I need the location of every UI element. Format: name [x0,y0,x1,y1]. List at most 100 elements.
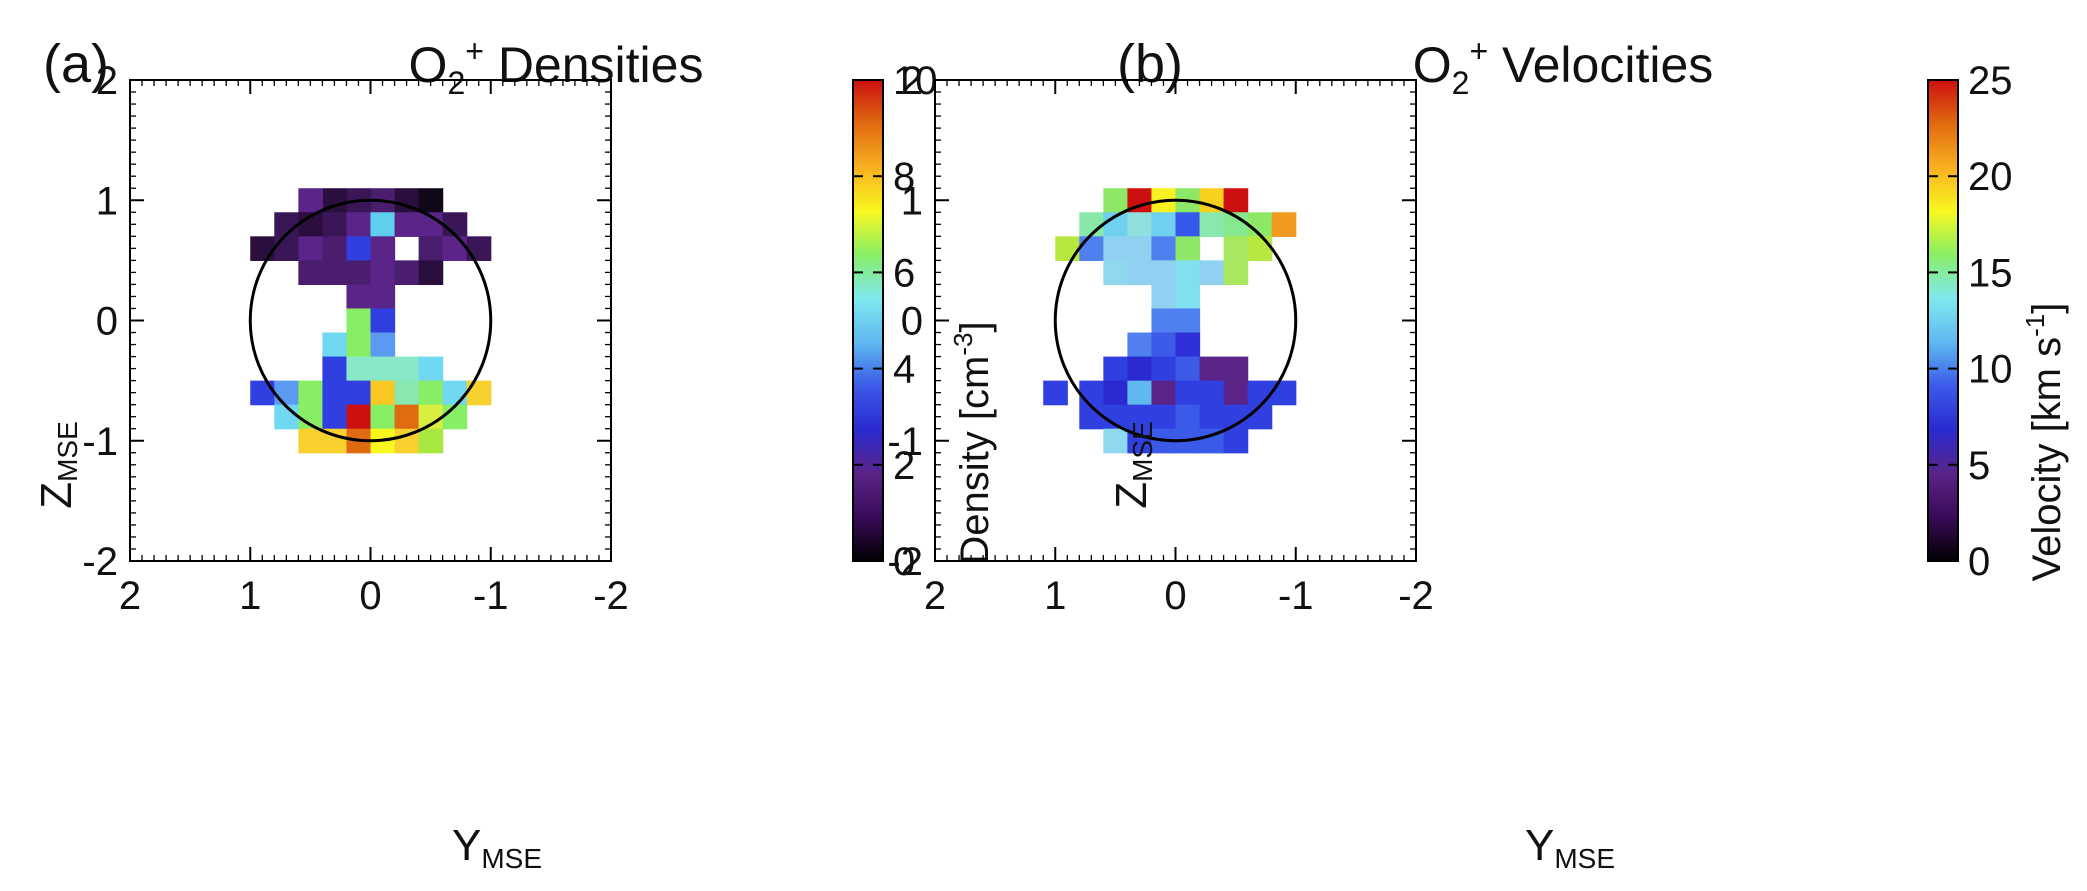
heatmap-cell [1127,212,1153,237]
heatmap-cell [1127,356,1153,382]
heatmap-cell [298,380,323,406]
x-tick-label: -1 [1278,574,1314,618]
heatmap-cell [1247,404,1273,430]
colorbar-tick-label: 10 [1968,348,2013,392]
heatmap-cell [1151,404,1177,430]
heatmap-cell [322,404,348,430]
heatmap-cell [274,236,299,261]
y-tick-label: 2 [901,59,923,103]
heatmap-cell [298,428,323,454]
y-tick-label: 1 [96,179,118,223]
y-axis-label-b: ZMSE [1107,421,1158,509]
colorbar-tick-label: 25 [1968,59,2013,103]
x-tick-label: 0 [359,574,381,618]
heatmap-cell [322,380,348,406]
heatmap-cell [394,212,420,237]
heatmap-cell [442,404,468,430]
heatmap-cell [466,380,492,406]
heatmap-cell [370,212,396,237]
heatmap-cell [1127,380,1153,406]
heatmap-cell [442,212,468,237]
heatmap-cell [1103,260,1128,286]
y-tick-label: 0 [96,300,118,344]
y-tick-label: -2 [82,540,118,584]
heatmap-cell [274,404,299,430]
heatmap-cell [1151,236,1177,261]
colorbar-tick-label: 20 [1968,155,2013,199]
heatmap-cell [1223,380,1249,406]
heatmap-cell [394,356,420,382]
heatmap-cell [1271,212,1297,237]
heatmap-cell [1175,380,1201,406]
heatmap-cell [346,380,372,406]
heatmap-cell [1103,188,1128,213]
heatmap-cell [370,236,396,261]
colorbar-ticks-b: 0 5 10 15 20 25 [1928,59,2013,584]
heatmap-cell [418,260,444,286]
heatmap-cell [298,260,323,286]
heatmap-cell [1175,236,1201,261]
heatmap-cell [1247,236,1273,261]
heatmap-cell [1127,236,1153,261]
x-tick-label: 2 [119,574,141,618]
x-tick-label: -2 [593,574,629,618]
heatmap-cell [1223,428,1249,454]
colorbar-label-a: Density [cm-3] [948,321,997,564]
heatmap-cell [1223,260,1249,286]
heatmap-cell [1175,212,1201,237]
heatmap-cell [370,380,396,406]
heatmap-cell [442,236,468,261]
heatmap-cell [250,380,275,406]
heatmap-cell [394,380,420,406]
heatmap-cell [1175,260,1201,286]
heatmap-cell [466,236,492,261]
heatmap-cell [322,332,348,358]
heatmap-cell [346,356,372,382]
heatmap-cell [1199,260,1225,286]
heatmap-cell [1151,332,1177,358]
x-tick-label: -2 [1398,574,1434,618]
heatmap-cell [322,356,348,382]
x-tick-label: 0 [1164,574,1186,618]
heatmap-cell [418,428,444,454]
heatmap-cell [346,236,372,261]
colorbar-b [1927,79,1959,562]
y-tick-label: 0 [901,300,923,344]
heatmap-cell [1151,356,1177,382]
heatmap-cell [1127,332,1153,358]
colorbar-tick-label: 4 [893,348,915,392]
heatmap-cell [1175,284,1201,310]
y-tick-label: -2 [887,540,923,584]
heatmap-cell [1079,380,1104,406]
heatmap-cell [1199,212,1225,237]
planet-circle-a [248,198,493,443]
heatmap-cell [298,188,323,213]
heatmap-cell [1127,260,1153,286]
heatmap-cell [1151,380,1177,406]
colorbar-a [852,79,884,562]
colorbar-tick-label: 15 [1968,251,2013,295]
heatmap-cell [418,356,444,382]
y-tick-label: 1 [901,179,923,223]
heatmap-cell [370,308,396,334]
heatmap-cell [1175,404,1201,430]
heatmap-cell [346,308,372,334]
heatmap-cell [442,380,468,406]
x-tick-label: 1 [1044,574,1066,618]
colorbar-tick-label: 2 [893,444,915,488]
heatmap-cell [322,212,348,237]
heatmap-cell [418,188,444,213]
x-axis-label-b: YMSE [1525,821,1615,874]
heatmap-cell [370,356,396,382]
y-tick-label: -1 [82,420,118,464]
heatmap-cell [346,332,372,358]
heatmap-cell [346,212,372,237]
colorbar-tick-label: 5 [1968,444,1990,488]
heatmap-cell [1247,380,1273,406]
heatmap-cell [346,404,372,430]
heatmap-cell [1199,404,1225,430]
